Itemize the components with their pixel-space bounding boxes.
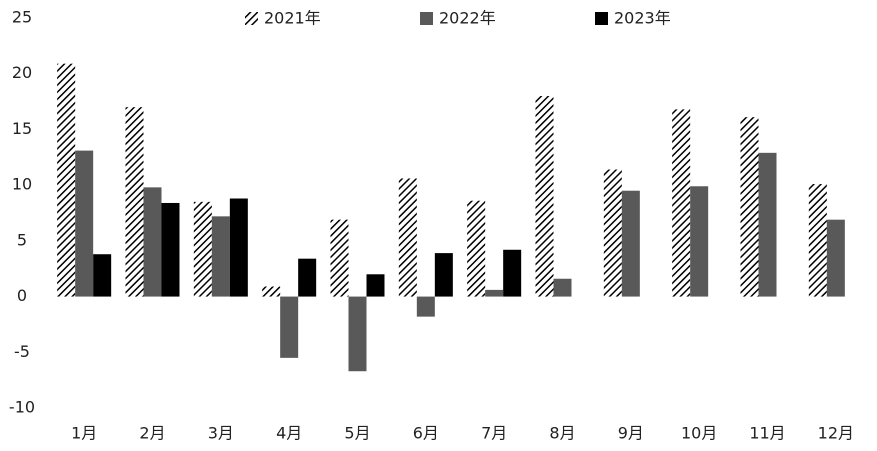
bar [348, 296, 367, 372]
y-tick-label: 15 [12, 119, 32, 138]
legend-swatch [595, 12, 608, 25]
bar [229, 198, 248, 297]
bar [57, 63, 76, 297]
y-tick-label: 20 [12, 63, 32, 82]
bar [416, 296, 435, 317]
bar [125, 107, 144, 297]
y-tick-label: 5 [17, 230, 27, 249]
y-tick-label: 10 [12, 175, 32, 194]
bar [262, 286, 281, 297]
bar [603, 169, 622, 297]
y-tick-label: -5 [14, 342, 30, 361]
y-tick-label: -10 [9, 398, 35, 417]
x-tick-label: 3月 [208, 424, 234, 443]
bar [398, 178, 417, 297]
legend-swatch [420, 12, 433, 25]
bar [467, 200, 486, 297]
y-tick-label: 0 [17, 286, 27, 305]
x-tick-label: 5月 [344, 424, 370, 443]
bar [758, 152, 777, 297]
x-tick-label: 12月 [818, 424, 854, 443]
bar [808, 184, 827, 297]
x-tick-label: 4月 [276, 424, 302, 443]
bar [161, 202, 180, 297]
bar [485, 289, 504, 297]
bar [143, 187, 162, 297]
bar [298, 258, 317, 297]
bar [503, 249, 522, 297]
x-tick-label: 7月 [481, 424, 507, 443]
x-tick-label: 11月 [749, 424, 785, 443]
bar [330, 219, 349, 297]
bar [93, 254, 112, 297]
x-tick-label: 1月 [71, 424, 97, 443]
legend-label: 2022年 [439, 9, 496, 28]
y-tick-label: 25 [12, 8, 32, 27]
x-tick-label: 8月 [549, 424, 575, 443]
x-tick-label: 6月 [413, 424, 439, 443]
bar [826, 219, 845, 297]
bar [75, 150, 94, 297]
x-tick-label: 9月 [618, 424, 644, 443]
bar [740, 117, 759, 297]
bar [211, 216, 230, 297]
x-tick-label: 2月 [139, 424, 165, 443]
bar [672, 109, 691, 297]
legend-label: 2023年 [614, 9, 671, 28]
bar [621, 190, 640, 297]
bar [366, 274, 385, 297]
bar [280, 296, 299, 358]
bar [553, 278, 572, 297]
legend-label: 2021年 [264, 9, 321, 28]
x-tick-label: 10月 [681, 424, 717, 443]
bar [434, 253, 453, 297]
bar [193, 201, 212, 297]
bar [690, 186, 709, 297]
legend-swatch [245, 12, 258, 25]
bar [535, 96, 554, 297]
